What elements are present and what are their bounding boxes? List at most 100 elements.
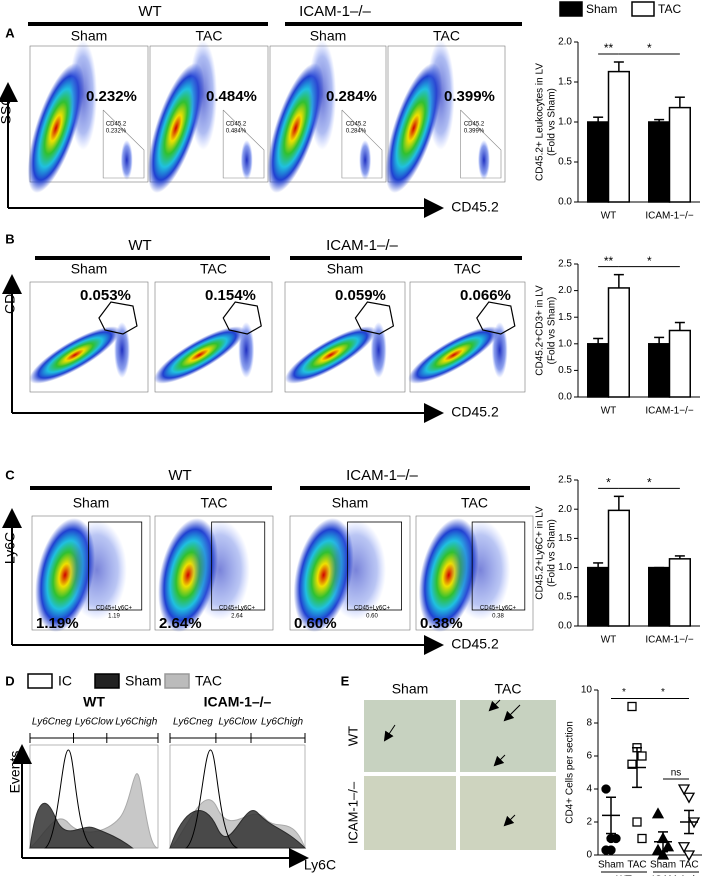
- gate-name: CD45.2: [346, 122, 367, 128]
- arrow: [383, 724, 396, 742]
- condition-label: Sham: [332, 495, 369, 511]
- gate: [341, 109, 383, 179]
- micrograph-texture: [364, 776, 456, 850]
- micrograph-texture: [460, 776, 556, 850]
- gate-percentage: 0.60%: [294, 615, 337, 632]
- flow-plot: [31, 515, 151, 633]
- data-point: [661, 840, 675, 852]
- gate: [460, 109, 502, 179]
- legend-label: TAC: [195, 673, 222, 689]
- gate-percentage: 0.059%: [335, 287, 386, 304]
- gate-label: Ly6Clow: [218, 717, 257, 728]
- y-tick-label: 1.5: [558, 312, 572, 323]
- y-axis-label: CD45.2+Ly6C+ in LV: [535, 506, 546, 600]
- y-tick-label: 1.0: [558, 117, 572, 128]
- bar: [668, 329, 691, 398]
- x-axis-label: Ly6C: [304, 857, 336, 873]
- flow-plot: [154, 515, 274, 633]
- bar: [648, 121, 671, 203]
- significance-label: *: [647, 41, 652, 55]
- flow-plot: [385, 40, 506, 193]
- x-tick-label: ICAM-1−/−: [645, 211, 694, 222]
- significance-label: **: [604, 41, 614, 55]
- data-point: [677, 784, 691, 796]
- x-axis-label: CD45.2: [451, 404, 499, 420]
- gate-percentage: 0.38%: [420, 615, 463, 632]
- y-tick-label: 2.0: [558, 37, 572, 48]
- condition-label: Sham: [327, 261, 364, 277]
- significance-label: *: [647, 476, 652, 490]
- cell-cluster: [120, 140, 133, 180]
- y-axis-label: CD3: [2, 286, 18, 314]
- bar: [587, 566, 610, 627]
- row-label: ICAM-1–/–: [345, 781, 360, 844]
- y-tick-label: 4: [586, 784, 592, 795]
- panel-letter: D: [5, 673, 14, 688]
- gate-value: 0.484%: [226, 129, 247, 135]
- condition-label: TAC: [461, 495, 488, 511]
- y-tick-label: 6: [586, 751, 592, 762]
- legend-swatch: [559, 1, 583, 17]
- micrograph: [364, 776, 456, 850]
- condition-label: Sham: [73, 495, 110, 511]
- group-label: ICAM-1−/−: [652, 875, 701, 876]
- y-tick-label: 2.5: [558, 475, 572, 486]
- group-label: WT: [83, 694, 105, 710]
- x-tick-label: Sham: [650, 860, 676, 871]
- gate-value: 2.64: [231, 614, 243, 620]
- cell-cloud: [408, 326, 500, 384]
- cell-cluster: [114, 322, 131, 378]
- flow-plot: [153, 281, 273, 393]
- arrow: [503, 814, 516, 827]
- gate-label: Ly6Chigh: [115, 717, 158, 728]
- y-tick-label: 1.0: [558, 562, 572, 573]
- legend-swatch: [164, 673, 190, 689]
- gate-percentage: 1.19%: [36, 615, 79, 632]
- cell-cluster: [477, 140, 490, 180]
- y-tick-label: 2: [586, 817, 592, 828]
- gate-name: CD45+Ly6C+: [96, 606, 133, 612]
- group-label: ICAM-1–/–: [346, 467, 418, 484]
- data-point: [611, 833, 621, 844]
- gate-value: 0.38: [492, 614, 504, 620]
- gate-value: 0.60: [366, 614, 378, 620]
- gate-label: Ly6Chigh: [261, 717, 304, 728]
- flow-plot: [147, 40, 269, 193]
- panel-letter: A: [5, 25, 15, 40]
- column-label: TAC: [495, 681, 522, 697]
- y-tick-label: 1.5: [558, 77, 572, 88]
- histogram-ic: [184, 749, 238, 849]
- data-point: [651, 807, 665, 819]
- x-tick-label: TAC: [627, 860, 646, 871]
- cell-cluster: [370, 322, 387, 378]
- y-tick-label: 10: [581, 685, 593, 696]
- cell-cloud: [66, 520, 127, 620]
- gate: [211, 521, 266, 611]
- data-point: [606, 845, 616, 855]
- histogram-ic: [43, 749, 95, 849]
- x-tick-label: WT: [601, 406, 617, 417]
- condition-label: Sham: [71, 261, 108, 277]
- flow-plot: [415, 515, 534, 633]
- significance-label: *: [606, 476, 611, 490]
- y-tick-label: 0.0: [558, 197, 572, 208]
- arrow: [488, 699, 501, 712]
- group-label: WT: [168, 467, 191, 484]
- legend-swatch: [631, 1, 655, 17]
- arrow: [493, 754, 506, 767]
- panel-letter: C: [5, 467, 15, 482]
- cell-cluster: [359, 140, 372, 180]
- flow-plot: [408, 281, 526, 393]
- legend-label: IC: [58, 673, 72, 689]
- gate: [222, 301, 262, 335]
- gate: [354, 301, 395, 335]
- cell-cloud: [189, 520, 250, 620]
- flow-plot: [267, 40, 387, 193]
- cell-cloud: [153, 326, 246, 384]
- y-tick-label: 1.0: [558, 338, 572, 349]
- legend-label: Sham: [125, 673, 162, 689]
- legend-label: Sham: [586, 2, 617, 16]
- gate-percentage: 0.053%: [80, 287, 131, 304]
- y-tick-label: 0.5: [558, 591, 572, 602]
- cell-cluster: [491, 322, 508, 378]
